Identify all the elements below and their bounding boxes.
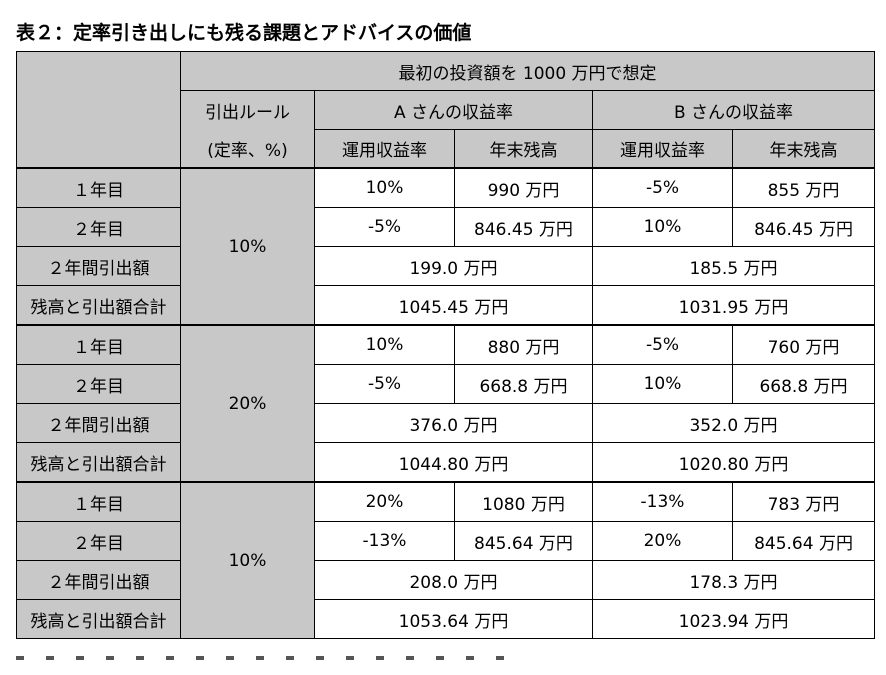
row-label-withdrawn: ２年間引出額 [16,246,181,286]
a-total-cell: 1045.45 万円 [314,285,593,326]
table-row: ２年目 -5% 846.45 万円 10% 846.45 万円 [16,207,876,247]
b-balance-cell: 668.8 万円 [731,364,876,404]
row-label-withdrawn: ２年間引出額 [16,403,181,443]
a-return-cell: 20% [314,481,455,522]
a-return-cell: 10% [314,167,455,208]
rule-header-line1: 引出ルール [180,90,315,130]
row-label-year2: ２年目 [16,207,181,247]
b-return-cell: -5% [592,324,733,365]
b-return-cell: 20% [592,521,733,561]
b-total-cell: 1031.95 万円 [591,285,876,326]
b-return-cell: -13% [592,481,733,522]
b-return-cell: -5% [592,167,733,208]
a-return-cell: -5% [314,364,455,404]
b-return-header: B さんの収益率 [591,90,876,130]
table-row: １年目 20% 10% 880 万円 -5% 760 万円 [16,324,876,483]
table-row: １年目 10% 20% 1080 万円 -13% 783 万円 [16,481,876,639]
a-balance-col-header: 年末残高 [454,129,593,169]
a-return-cell: 10% [314,324,455,365]
table-row: 残高と引出額合計 1053.64 万円 1023.94 万円 [16,599,876,639]
a-total-cell: 1044.80 万円 [314,442,593,483]
returns-table: 最初の投資額を 1000 万円で想定 引出ルール A さんの収益率 B さんの収… [16,51,876,639]
table-title: 表２：定率引き出しにも残る課題とアドバイスの価値 [16,22,472,44]
a-balance-cell: 880 万円 [454,324,593,365]
b-balance-cell: 846.45 万円 [731,207,876,247]
a-total-cell: 1053.64 万円 [314,599,593,639]
b-total-cell: 1023.94 万円 [591,599,876,639]
table-row: ２年間引出額 199.0 万円 185.5 万円 [16,246,876,286]
row-label-withdrawn: ２年間引出額 [16,560,181,600]
row-label-year2: ２年目 [16,364,181,404]
b-return-col-header: 運用収益率 [592,129,733,169]
table-row: 残高と引出額合計 1045.45 万円 1031.95 万円 [16,285,876,326]
row-label-year2: ２年目 [16,521,181,561]
b-balance-cell: 855 万円 [731,167,876,208]
row-label-year1: １年目 [16,481,181,522]
rule-rate-cell: 20% [180,324,315,483]
corner-header-cell [16,51,181,169]
b-total-cell: 1020.80 万円 [591,442,876,483]
a-balance-cell: 1080 万円 [454,481,593,522]
a-balance-cell: 845.64 万円 [454,521,593,561]
table-row: ２年目 -5% 668.8 万円 10% 668.8 万円 [16,364,876,404]
row-label-year1: １年目 [16,167,181,208]
b-balance-cell: 783 万円 [731,481,876,522]
rule-rate-cell: 10% [180,481,315,639]
rule-header-line2: (定率、%) [180,129,315,169]
b-balance-cell: 760 万円 [731,324,876,365]
rule-rate-cell: 10% [180,167,315,326]
a-balance-cell: 990 万円 [454,167,593,208]
a-balance-cell: 668.8 万円 [454,364,593,404]
row-label-total: 残高と引出額合計 [16,285,181,326]
a-return-cell: -5% [314,207,455,247]
a-withdrawn-cell: 376.0 万円 [314,403,593,443]
initial-investment-header: 最初の投資額を 1000 万円で想定 [179,51,876,91]
clipped-footnote-line [16,656,874,662]
b-return-cell: 10% [592,364,733,404]
b-withdrawn-cell: 178.3 万円 [591,560,876,600]
row-label-year1: １年目 [16,324,181,365]
a-return-col-header: 運用収益率 [314,129,455,169]
a-return-cell: -13% [314,521,455,561]
row-label-total: 残高と引出額合計 [16,442,181,483]
a-withdrawn-cell: 199.0 万円 [314,246,593,286]
row-label-total: 残高と引出額合計 [16,599,181,639]
b-return-cell: 10% [592,207,733,247]
b-withdrawn-cell: 352.0 万円 [591,403,876,443]
b-withdrawn-cell: 185.5 万円 [591,246,876,286]
table-row: 残高と引出額合計 1044.80 万円 1020.80 万円 [16,442,876,483]
table-row: ２年間引出額 208.0 万円 178.3 万円 [16,560,876,600]
b-balance-cell: 845.64 万円 [731,521,876,561]
b-balance-col-header: 年末残高 [731,129,876,169]
a-balance-cell: 846.45 万円 [454,207,593,247]
a-withdrawn-cell: 208.0 万円 [314,560,593,600]
table-row: １年目 10% 10% 990 万円 -5% 855 万円 [16,167,876,326]
a-return-header: A さんの収益率 [314,90,593,130]
table-row: ２年間引出額 376.0 万円 352.0 万円 [16,403,876,443]
table-row: ２年目 -13% 845.64 万円 20% 845.64 万円 [16,521,876,561]
